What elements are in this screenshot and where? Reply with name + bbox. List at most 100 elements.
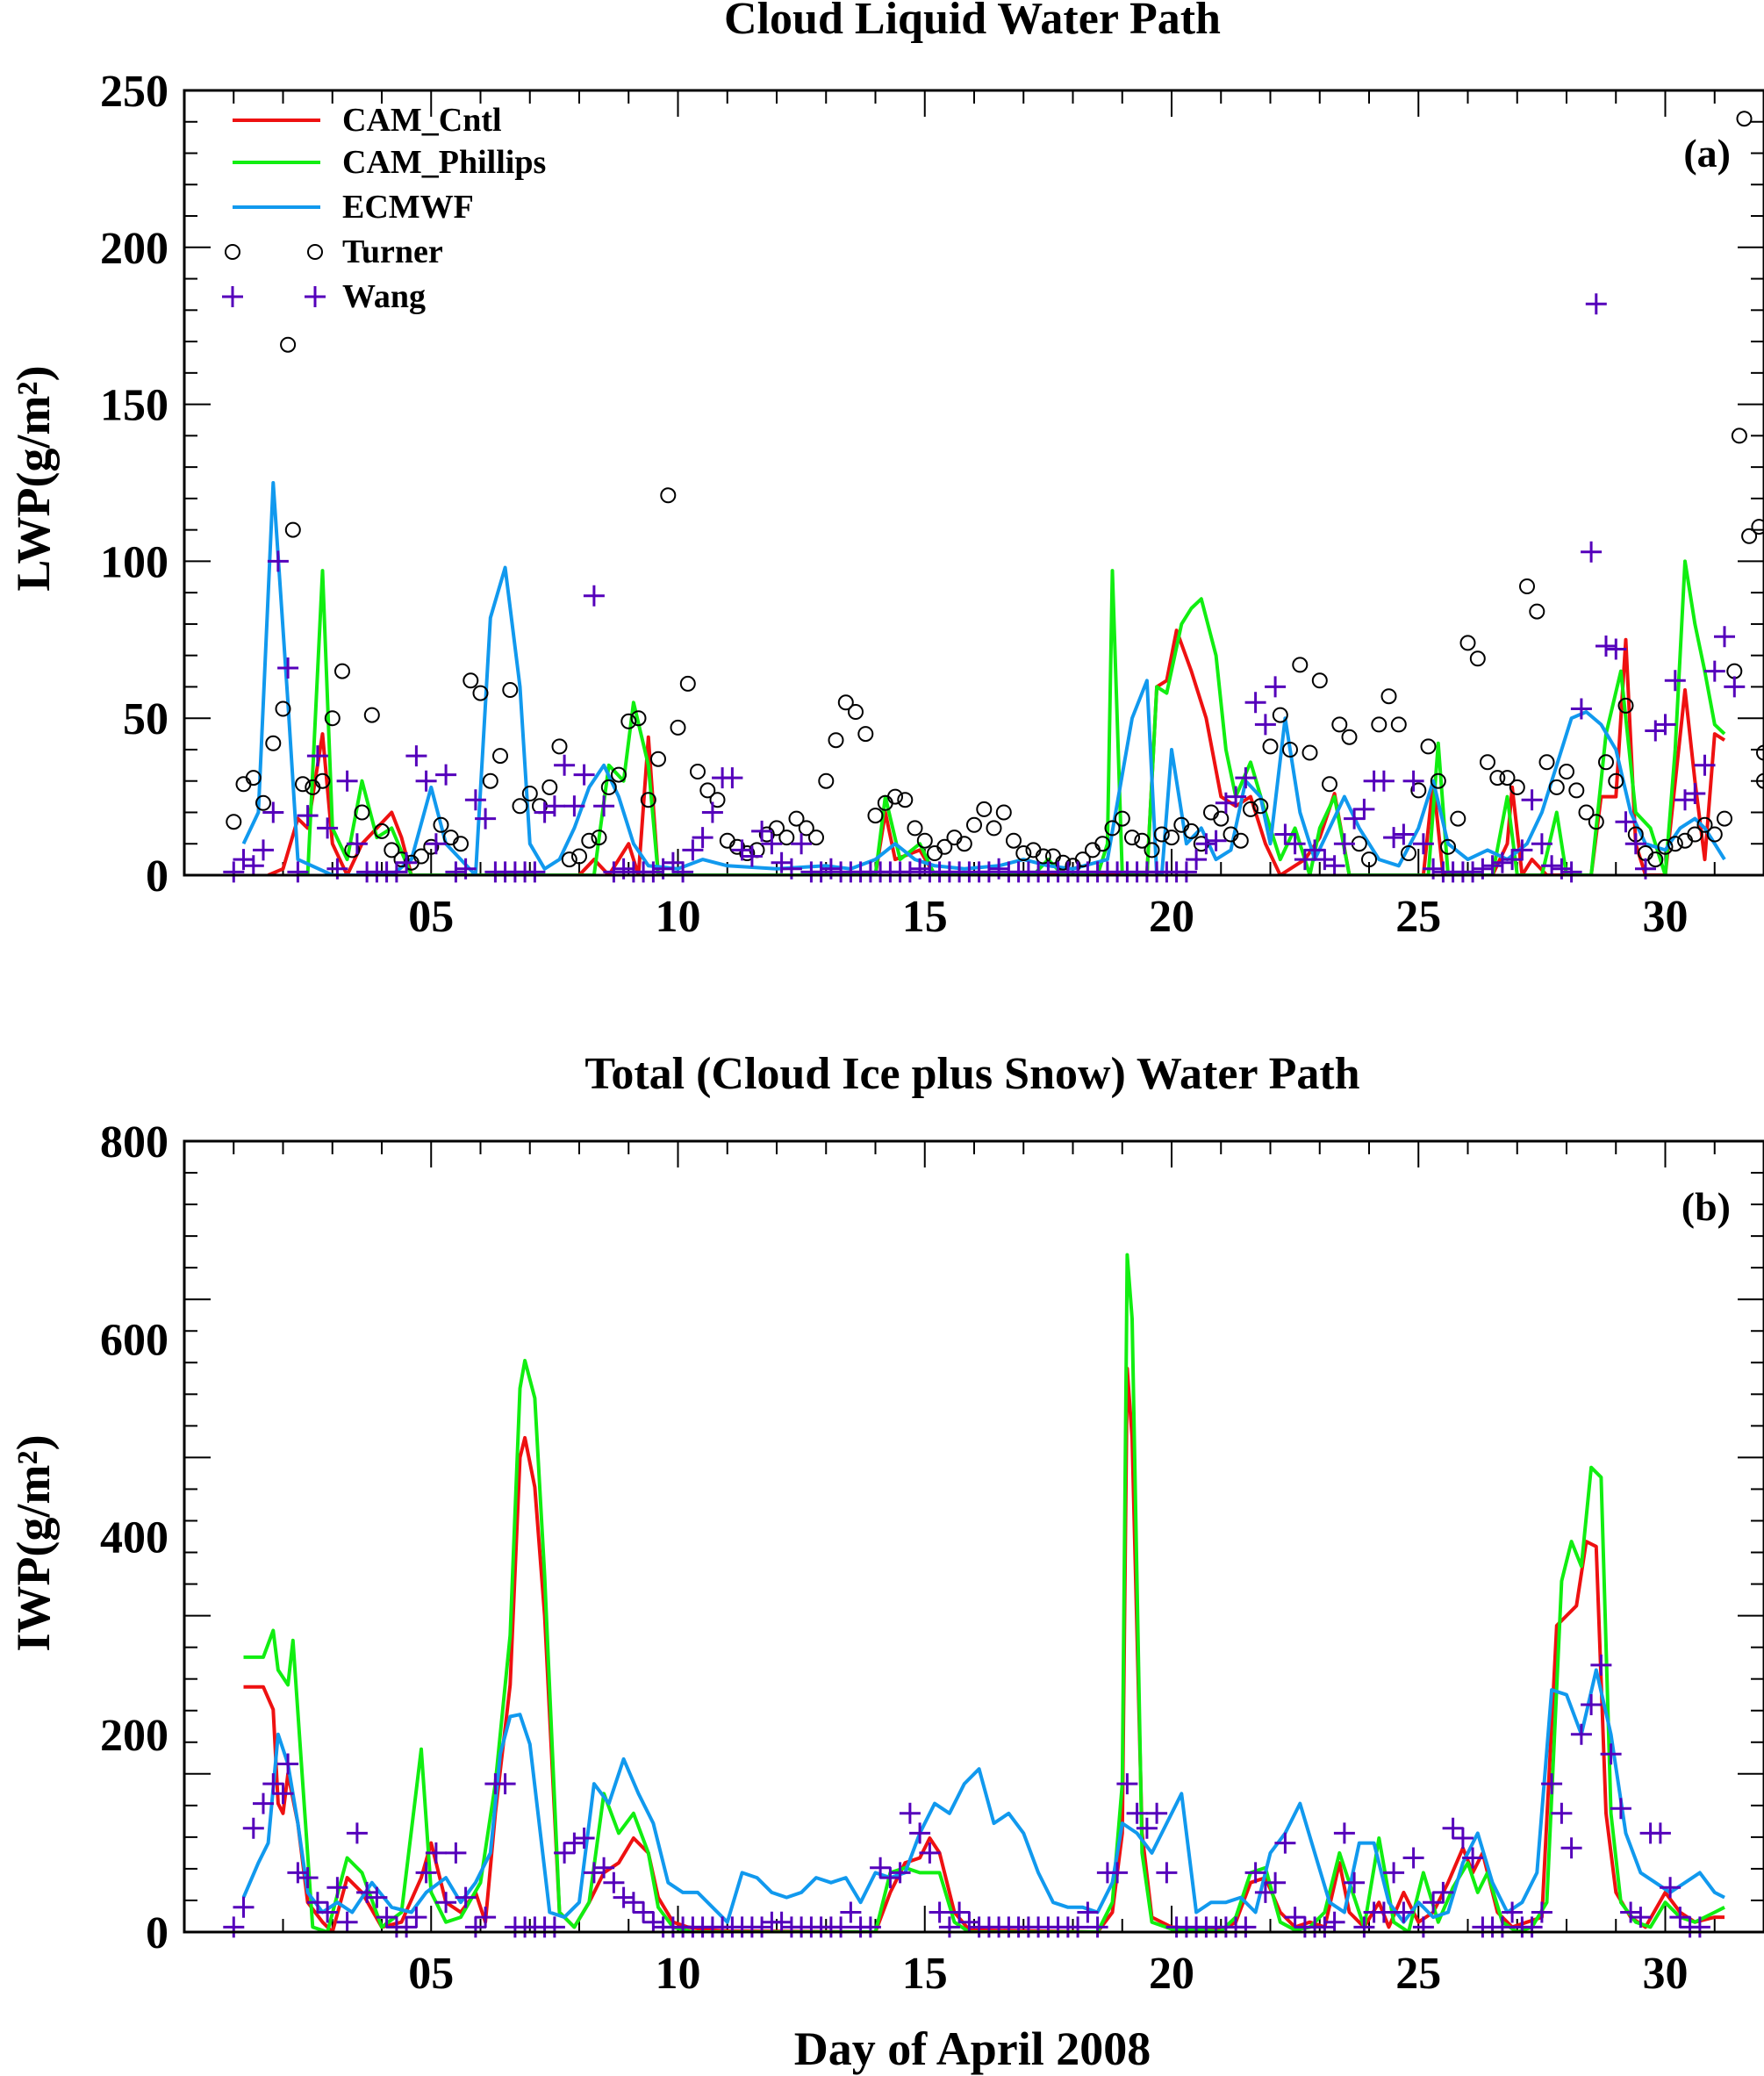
series-point-wang bbox=[1333, 833, 1355, 855]
series-point-turner bbox=[1509, 779, 1525, 795]
series-point-turner bbox=[1756, 744, 1764, 761]
series-point-wang bbox=[662, 851, 684, 873]
series-point-turner bbox=[1301, 744, 1318, 761]
series-point-turner bbox=[788, 810, 805, 827]
series-point-turner bbox=[1371, 716, 1388, 733]
series-point-wang bbox=[272, 1783, 294, 1805]
series-point-turner bbox=[1726, 663, 1743, 679]
series-point-wang bbox=[1689, 1916, 1710, 1938]
y-tick-label: 150 bbox=[100, 381, 169, 431]
series-point-turner bbox=[1489, 770, 1506, 787]
series-point-turner bbox=[916, 832, 933, 849]
series-point-turner bbox=[1252, 798, 1269, 815]
series-point-wang bbox=[262, 1773, 284, 1795]
tick-marks bbox=[184, 1140, 1764, 1933]
y-tick-label: 50 bbox=[123, 694, 169, 744]
series-point-wang bbox=[672, 861, 694, 883]
x-tick-label: 30 bbox=[1643, 892, 1689, 942]
series-point-wang bbox=[1353, 1916, 1375, 1938]
y-tick-label: 400 bbox=[100, 1513, 169, 1563]
series-point-turner bbox=[1183, 822, 1200, 839]
series-point-wang bbox=[1323, 855, 1345, 877]
series-point-wang bbox=[1624, 833, 1646, 855]
legend-marker-turner-left bbox=[225, 244, 240, 260]
series-point-turner bbox=[719, 832, 735, 849]
series-point-wang bbox=[1531, 1901, 1552, 1923]
series-point-wang bbox=[1235, 767, 1257, 789]
series-point-wang bbox=[1669, 1907, 1691, 1929]
series-point-wang bbox=[475, 808, 497, 830]
series-point-turner bbox=[334, 663, 350, 679]
series-point-turner bbox=[1213, 810, 1230, 827]
series-point-turner bbox=[739, 845, 756, 861]
series-point-turner bbox=[1025, 842, 1042, 858]
series-point-wang bbox=[1136, 1817, 1158, 1839]
series-point-turner bbox=[1262, 738, 1279, 755]
series-point-turner bbox=[284, 521, 301, 538]
series-point-turner bbox=[1055, 854, 1072, 871]
series-point-wang bbox=[1724, 676, 1746, 698]
series-point-wang bbox=[1649, 1822, 1671, 1844]
x-tick-label: 05 bbox=[408, 892, 454, 942]
series-point-wang bbox=[1314, 1916, 1336, 1938]
series-point-wang bbox=[1265, 676, 1287, 698]
y-tick-label: 200 bbox=[100, 1711, 169, 1761]
series-point-turner bbox=[1341, 729, 1358, 745]
series-point-turner bbox=[650, 751, 666, 767]
series-point-wang bbox=[346, 833, 368, 855]
series-point-turner bbox=[521, 786, 538, 801]
series-point-turner bbox=[1292, 657, 1309, 673]
series-point-turner bbox=[1706, 826, 1723, 843]
y-tick-labels: 0 50 100 150 200 250 bbox=[100, 67, 169, 902]
series-point-wang bbox=[978, 861, 1000, 883]
series-point-turner bbox=[551, 738, 568, 755]
series-point-wang bbox=[1077, 1901, 1099, 1923]
series-point-turner bbox=[976, 801, 993, 817]
series-point-wang bbox=[223, 861, 245, 883]
series-point-wang bbox=[573, 764, 595, 786]
series-point-wang bbox=[1615, 811, 1637, 833]
series-point-wang bbox=[1086, 1916, 1108, 1938]
series-point-wang bbox=[253, 1792, 274, 1814]
series-point-wang bbox=[1551, 1802, 1573, 1824]
series-point-wang bbox=[929, 1901, 950, 1923]
series-point-wang bbox=[1531, 833, 1552, 855]
series-point-turner bbox=[571, 848, 587, 865]
series-point-wang bbox=[1284, 1907, 1306, 1929]
series-line-ecmwf bbox=[241, 481, 1726, 875]
series-point-turner bbox=[640, 792, 656, 808]
series-point-wang bbox=[1610, 1798, 1631, 1820]
y-tick-labels: 0 200 400 600 800 bbox=[100, 1117, 169, 1958]
series-point-wang bbox=[233, 1896, 255, 1918]
series-point-turner bbox=[472, 685, 489, 701]
series-point-wang bbox=[1225, 786, 1247, 808]
series-point-wang bbox=[761, 833, 783, 855]
series-point-wang bbox=[455, 1886, 477, 1908]
chart-title: Cloud Liquid Water Path bbox=[724, 0, 1221, 44]
series-point-wang bbox=[573, 1828, 595, 1849]
series-point-turner bbox=[1380, 688, 1397, 705]
series-point-turner bbox=[660, 487, 677, 504]
series-point-turner bbox=[1243, 801, 1258, 817]
series-point-turner bbox=[324, 710, 341, 727]
series-point-wang bbox=[583, 1862, 605, 1884]
legend-label-ecmwf: ECMWF bbox=[342, 189, 474, 226]
series-point-turner bbox=[1529, 603, 1545, 620]
series-point-wang bbox=[1502, 1901, 1524, 1923]
series-point-wang bbox=[1235, 1916, 1257, 1938]
series-point-wang bbox=[791, 833, 813, 855]
series-point-wang bbox=[1107, 1862, 1129, 1884]
series-point-turner bbox=[1559, 764, 1574, 779]
series-point-wang bbox=[642, 1911, 664, 1933]
series-point-turner bbox=[1578, 804, 1595, 821]
x-tick-label: 20 bbox=[1149, 892, 1194, 942]
series-point-wang bbox=[1254, 714, 1276, 736]
series-point-turner bbox=[512, 798, 528, 815]
series-point-wang bbox=[1344, 808, 1366, 830]
series-point-turner bbox=[1548, 779, 1565, 795]
series-point-wang bbox=[1541, 1773, 1563, 1795]
panel-tag: (a) bbox=[1683, 131, 1731, 176]
series-point-wang bbox=[1156, 1862, 1178, 1884]
series-point-wang bbox=[840, 1901, 862, 1923]
series-point-wang bbox=[297, 805, 319, 827]
